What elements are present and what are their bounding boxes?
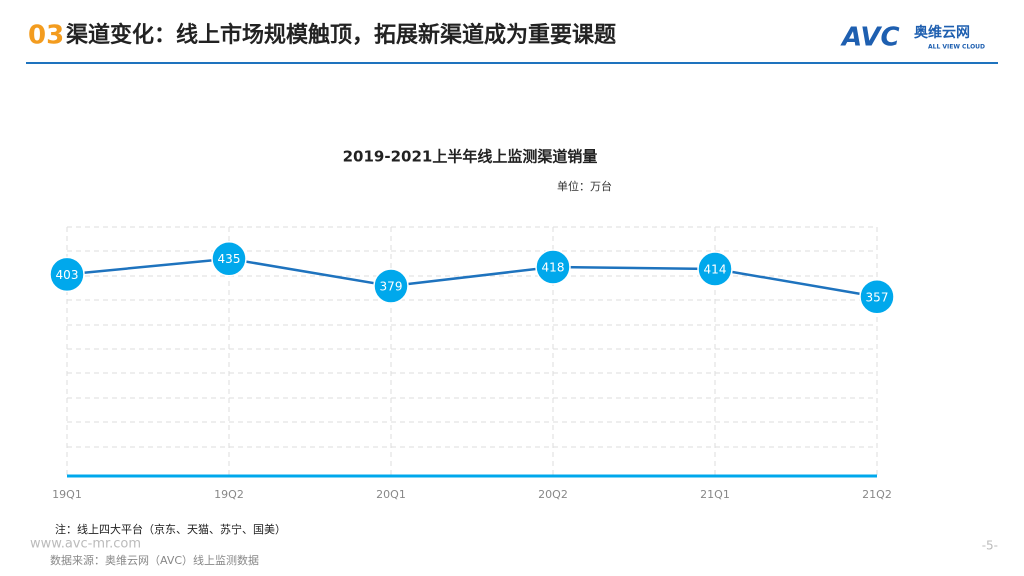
data-label: 379: [380, 280, 403, 294]
note: 注：线上四大平台（京东、天猫、苏宁、国美）: [55, 522, 286, 536]
x-tick-label: 20Q1: [376, 488, 406, 501]
x-tick-label: 21Q1: [700, 488, 730, 501]
marker: [859, 279, 895, 315]
marker: [211, 240, 247, 277]
slide-title: 渠道变化：线上市场规模触顶，拓展新渠道成为重要课题: [66, 22, 617, 48]
logo-name: 奥维云网: [914, 24, 970, 41]
x-tick-label: 19Q2: [214, 488, 244, 501]
website: www.avc-mr.com: [30, 537, 141, 552]
data-label: 418: [542, 261, 565, 275]
grid: [66, 226, 878, 476]
data-label: 435: [218, 252, 241, 266]
x-tick-label: 21Q2: [862, 488, 892, 501]
page-number: -5-: [982, 539, 998, 553]
data-label: 414: [704, 262, 727, 276]
section-number: 03: [28, 21, 64, 51]
marker: [535, 249, 571, 285]
data-label: 403: [56, 268, 79, 282]
chart-title: 2019-2021上半年线上监测渠道销量: [343, 148, 598, 166]
unit-label: 单位：万台: [557, 179, 612, 193]
marker: [697, 251, 733, 287]
marker: [49, 256, 85, 293]
source: 数据来源：奥维云网（AVC）线上监测数据: [50, 553, 259, 567]
logo-mark: AVC: [840, 23, 900, 53]
data-label: 357: [866, 290, 889, 304]
series-line: [66, 257, 878, 299]
logo-tagline: ALL VIEW CLOUD: [928, 44, 985, 51]
x-tick-label: 19Q1: [52, 488, 82, 501]
marker: [373, 268, 409, 304]
x-tick-label: 20Q2: [538, 488, 568, 501]
